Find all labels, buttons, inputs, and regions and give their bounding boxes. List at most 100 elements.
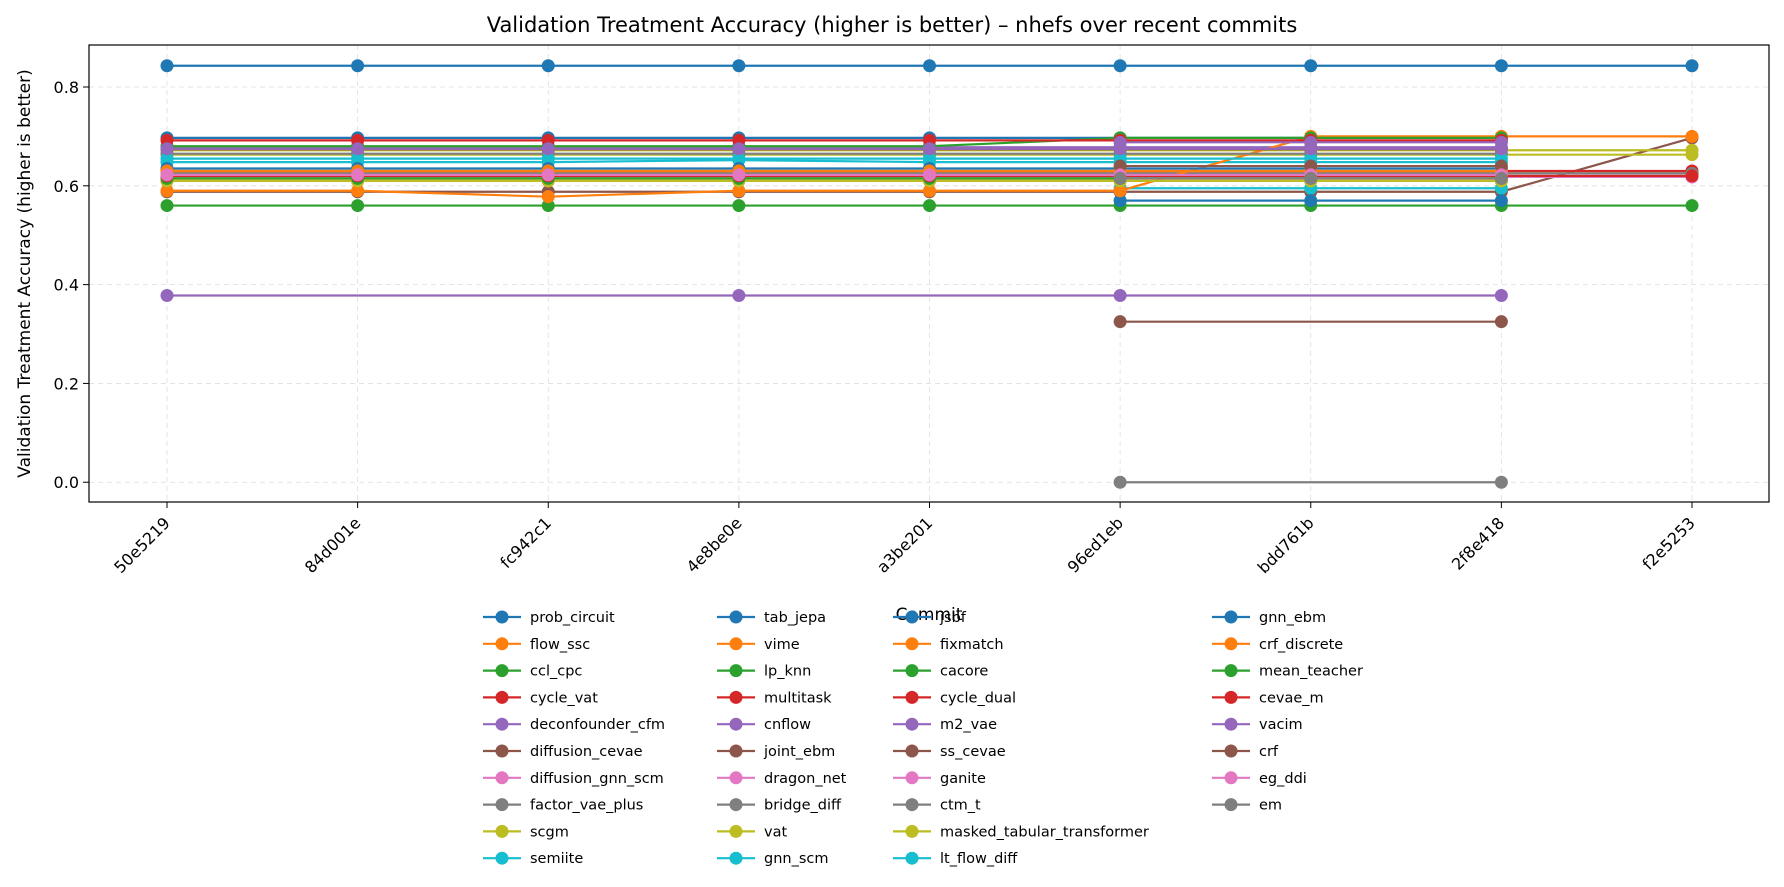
series-point: [351, 199, 365, 213]
legend: prob_circuit flow_ssc ccl_cpc cycle_vatdeco…: [483, 610, 1363, 867]
legend-entry: cacore: [893, 664, 988, 680]
legend-swatch-marker: [1224, 798, 1238, 812]
legend-swatch-marker: [495, 690, 509, 704]
legend-label: joint_ebm: [763, 744, 835, 760]
series-point: [351, 184, 365, 198]
legend-entry: ccl_cpc: [483, 664, 582, 680]
legend-entry: diffusion_cevae: [483, 744, 643, 760]
legend-label: lp_knn: [764, 664, 811, 680]
series-point: [1494, 288, 1508, 302]
legend-entry: lt_flow_diff: [893, 851, 1018, 867]
series-point: [923, 152, 936, 166]
series-em: [1113, 171, 1508, 185]
legend-swatch-marker: [729, 637, 743, 651]
legend-swatch-marker: [729, 610, 743, 624]
legend-label: m2_vae: [940, 717, 997, 733]
legend-label: cycle_vat: [530, 690, 598, 706]
legend-entry: factor_vae_plus: [483, 798, 643, 814]
series-point: [351, 152, 365, 166]
legend-label: jsbf: [939, 610, 967, 626]
series-point: [1113, 315, 1127, 329]
legend-entry: deconfounder_cfm: [483, 717, 665, 733]
y-tick-label: 0.0: [54, 473, 79, 492]
legend-entry: ctm_t: [893, 798, 981, 814]
legend-swatch-marker: [729, 690, 743, 704]
series-point: [160, 288, 174, 302]
series-point: [1685, 59, 1699, 73]
series-point: [732, 288, 746, 302]
series-point: [923, 59, 936, 73]
legend-label: cevae_m: [1259, 690, 1324, 706]
legend-label: diffusion_cevae: [530, 744, 643, 760]
legend-swatch-marker: [905, 851, 919, 865]
series-point: [1494, 159, 1508, 173]
legend-entry: cycle_dual: [893, 690, 1016, 706]
legend-swatch-marker: [495, 717, 509, 731]
series-crf: [1113, 159, 1508, 173]
legend-label: ccl_cpc: [530, 664, 582, 680]
series-point: [1113, 184, 1127, 198]
legend-label: cycle_dual: [940, 690, 1016, 706]
series-point: [160, 142, 174, 156]
legend-swatch-marker: [905, 798, 919, 812]
legend-swatch-marker: [1224, 717, 1238, 731]
series-point: [541, 152, 555, 166]
legend-label: multitask: [764, 690, 832, 706]
series-point: [1304, 142, 1318, 156]
legend-swatch-marker: [729, 824, 743, 838]
series-joint_ebm: [1113, 315, 1508, 329]
series-point: [1113, 288, 1127, 302]
series-point: [1113, 59, 1127, 73]
series-point: [160, 184, 174, 198]
legend-label: vat: [764, 824, 787, 840]
series-point: [541, 142, 555, 156]
y-tick-label: 0.6: [54, 177, 79, 196]
series-point: [1113, 475, 1127, 489]
legend-entry: em: [1212, 798, 1282, 814]
series-vacim: [160, 142, 1508, 156]
legend-label: fixmatch: [940, 637, 1004, 653]
series-point: [541, 190, 555, 204]
legend-label: cnflow: [764, 717, 811, 733]
legend-label: gnn_ebm: [1259, 610, 1326, 626]
series-point: [160, 168, 174, 182]
y-tick-label: 0.4: [54, 276, 79, 295]
legend-swatch-marker: [495, 851, 509, 865]
legend-label: prob_circuit: [530, 610, 615, 626]
legend-label: cacore: [940, 664, 988, 680]
legend-entry: vacim: [1212, 717, 1303, 733]
legend-label: tab_jepa: [764, 610, 826, 626]
legend-swatch-marker: [729, 798, 743, 812]
legend-label: ss_cevae: [940, 744, 1006, 760]
legend-label: deconfounder_cfm: [530, 717, 665, 733]
series-point: [1113, 171, 1127, 185]
legend-entry: dragon_net: [717, 771, 847, 787]
series-point: [1685, 169, 1699, 183]
legend-swatch-marker: [729, 744, 743, 758]
legend-entry: vat: [717, 824, 787, 840]
legend-entry: m2_vae: [893, 717, 997, 733]
legend-swatch-marker: [905, 771, 919, 785]
legend-label: semiite: [530, 851, 583, 867]
legend-entry: cnflow: [717, 717, 811, 733]
series-point: [923, 168, 936, 182]
legend-swatch-marker: [729, 717, 743, 731]
series-point: [732, 184, 746, 198]
legend-swatch-marker: [495, 824, 509, 838]
legend-swatch-marker: [1224, 690, 1238, 704]
legend-entry: tab_jepa: [717, 610, 826, 626]
series-line: [167, 136, 1502, 148]
legend-swatch-marker: [495, 798, 509, 812]
legend-label: ganite: [940, 771, 986, 787]
series-point: [160, 59, 174, 73]
legend-label: dragon_net: [764, 771, 847, 787]
legend-label: diffusion_gnn_scm: [530, 771, 664, 787]
series-point: [1685, 199, 1699, 213]
legend-entry: scgm: [483, 824, 569, 840]
legend-swatch-marker: [905, 690, 919, 704]
legend-label: crf_discrete: [1259, 637, 1343, 653]
legend-swatch-marker: [905, 637, 919, 651]
legend-swatch-marker: [1224, 744, 1238, 758]
chart-title: Validation Treatment Accuracy (higher is…: [487, 13, 1298, 37]
